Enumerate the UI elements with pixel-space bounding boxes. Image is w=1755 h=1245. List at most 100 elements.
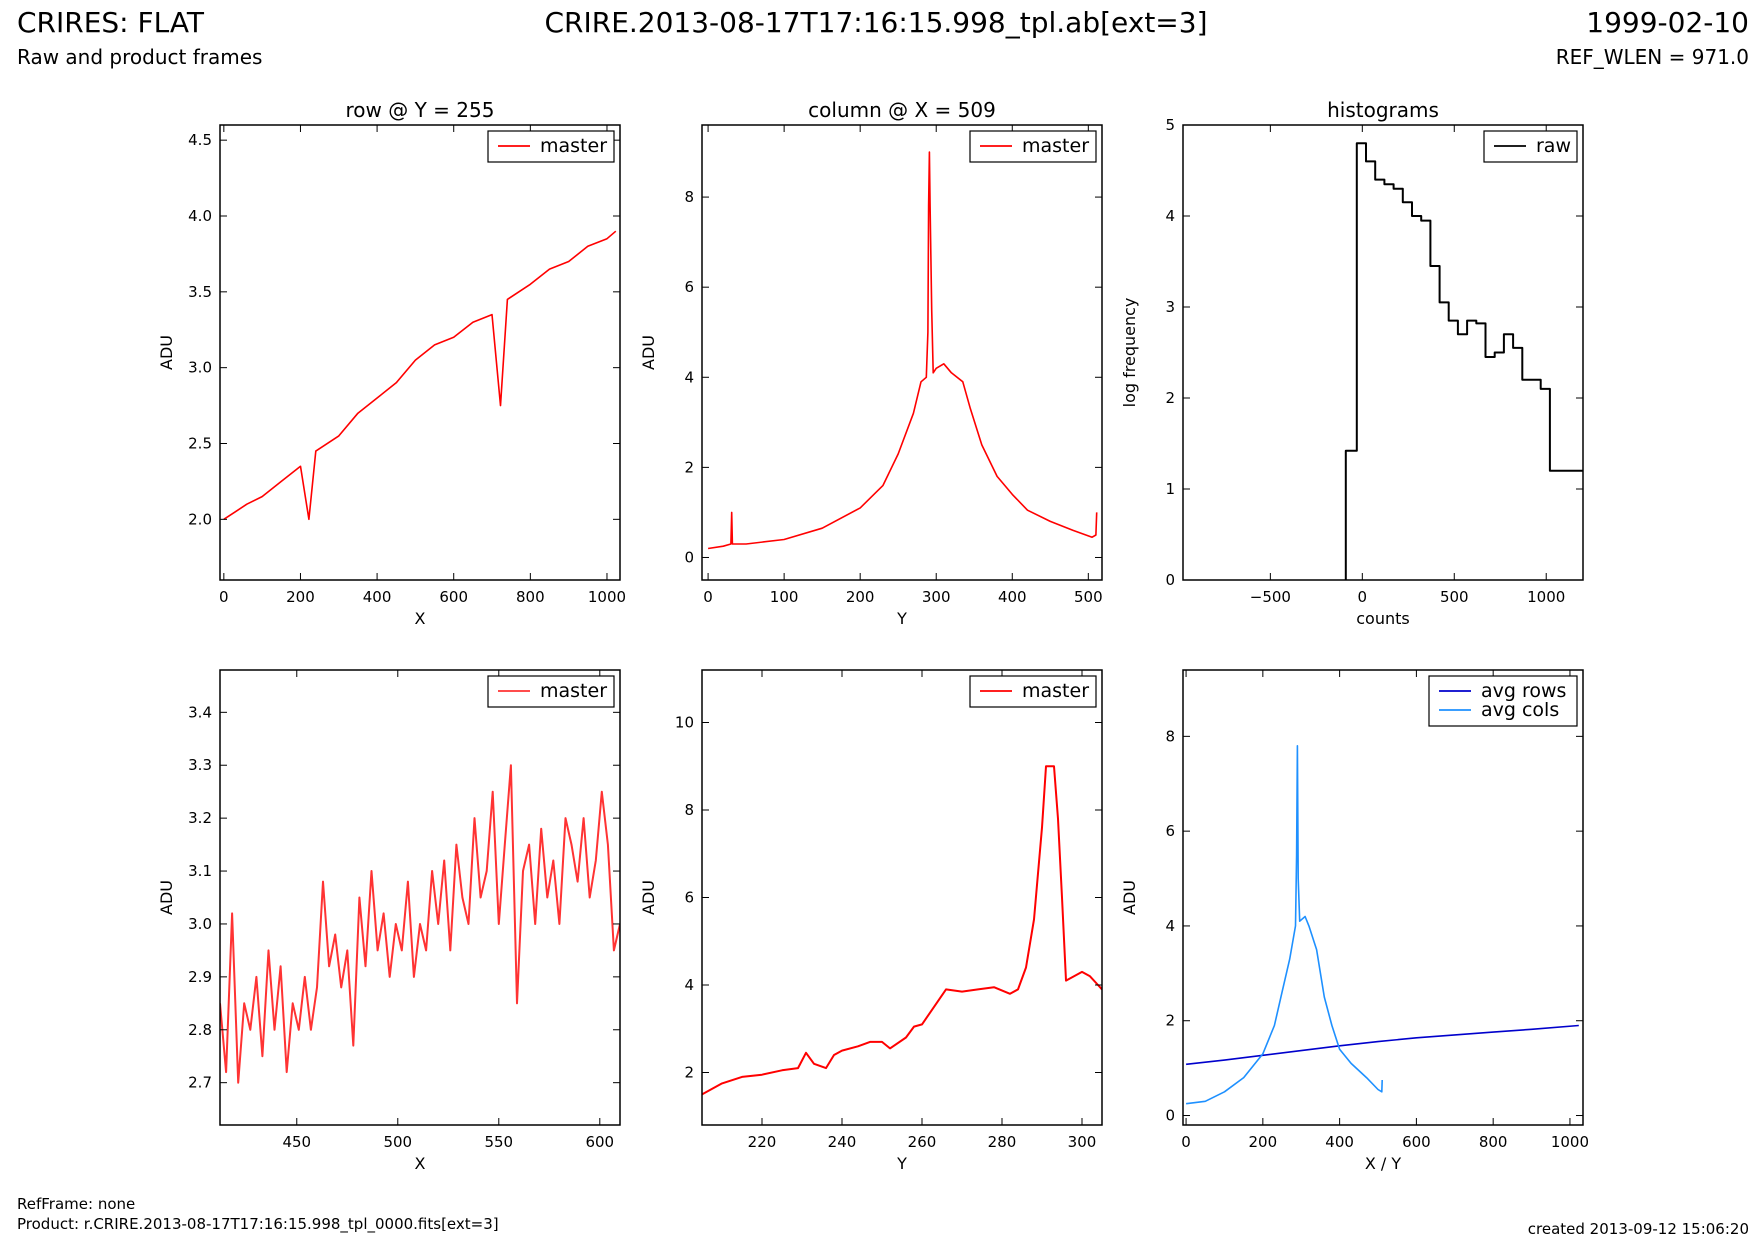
column-zoom-xtick-label: 240 — [828, 1133, 857, 1151]
column-plot-legend-label: master — [1022, 135, 1089, 157]
avg-plot-xtick-label: 0 — [1181, 1133, 1191, 1151]
column-plot-xtick-label: 0 — [703, 588, 713, 606]
avg-plot-ytick-label: 8 — [1165, 727, 1175, 745]
hist-plot-ytick-label: 0 — [1165, 571, 1175, 589]
column-plot-ytick-label: 6 — [684, 278, 694, 296]
row-plot-ytick-label: 3.5 — [188, 283, 212, 301]
row-zoom-legend-label: master — [540, 680, 607, 702]
avg-plot-ylabel: ADU — [1120, 880, 1139, 915]
column-plot-ytick-label: 0 — [684, 548, 694, 566]
column-plot-ytick-label: 4 — [684, 368, 694, 386]
hist-plot-legend: raw — [1483, 130, 1578, 163]
hist-plot-xtick-label: 500 — [1440, 588, 1469, 606]
row-plot-ytick-label: 4.0 — [188, 207, 212, 225]
date-label: 1999-02-10 — [1586, 6, 1749, 39]
avg-plot-xlabel: X / Y — [1365, 1154, 1402, 1173]
column-plot-xtick-label: 100 — [770, 588, 799, 606]
avg-plot-ytick-label: 6 — [1165, 822, 1175, 840]
row-plot-xtick-label: 600 — [439, 588, 468, 606]
row-plot-xlabel: X — [415, 609, 426, 628]
row-plot-ylabel: ADU — [157, 335, 176, 370]
row-plot-ytick-label: 3.0 — [188, 359, 212, 377]
row-zoom-ylabel: ADU — [157, 880, 176, 915]
row-zoom-ytick-label: 3.3 — [188, 756, 212, 774]
hist-plot-legend-label: raw — [1536, 135, 1571, 157]
footer-ref-frame: RefFrame: none — [17, 1195, 136, 1213]
row-zoom-frame — [219, 669, 621, 1126]
file-title: CRIRE.2013-08-17T17:16:15.998_tpl.ab[ext… — [544, 6, 1208, 39]
column-plot-xtick-label: 500 — [1074, 588, 1103, 606]
row-zoom-ytick-label: 2.7 — [188, 1074, 212, 1092]
column-zoom-ytick-label: 4 — [684, 976, 694, 994]
column-zoom-ytick-label: 6 — [684, 889, 694, 907]
column-zoom-xtick-label: 220 — [748, 1133, 777, 1151]
column-plot-frame — [701, 124, 1103, 581]
hist-plot-ylabel: log frequency — [1120, 298, 1139, 408]
column-zoom: 220 240 260 280 300 2 4 6 8 10 Y ADU master — [639, 669, 1103, 1173]
row-plot-ytick-label: 4.5 — [188, 131, 212, 149]
page-subtitle: Raw and product frames — [17, 45, 263, 69]
row-plot-xtick-label: 1000 — [588, 588, 626, 606]
avg-plot-xtick-label: 400 — [1325, 1133, 1354, 1151]
row-zoom-xlabel: X — [415, 1154, 426, 1173]
avg-plot-frame — [1182, 669, 1584, 1126]
row-plot-legend-label: master — [540, 135, 607, 157]
avg-plot-xtick-label: 200 — [1249, 1133, 1278, 1151]
avg-plot-xtick-label: 600 — [1402, 1133, 1431, 1151]
row-plot: 0 200 400 600 800 1000 2.0 2.5 3.0 3.5 4.0 4.5 row @… — [157, 98, 626, 628]
column-plot-xtick-label: 200 — [846, 588, 875, 606]
row-plot-xtick-label: 200 — [286, 588, 315, 606]
avg-plot-legend-label: avg rows — [1481, 680, 1566, 702]
footer-product: Product: r.CRIRE.2013-08-17T17:16:15.998… — [17, 1215, 499, 1233]
column-plot: 0 100 200 300 400 500 0 2 4 6 8 column @ X = 509 Y AD… — [639, 98, 1103, 628]
row-zoom-xtick-label: 600 — [585, 1133, 614, 1151]
column-zoom-xtick-label: 260 — [908, 1133, 937, 1151]
ref-wlen-label: REF_WLEN = 971.0 — [1555, 45, 1749, 69]
column-zoom-ytick-label: 10 — [675, 714, 694, 732]
avg-plot: 0 200 400 600 800 1000 0 2 4 6 8 X / Y ADU avg rowsav… — [1120, 669, 1589, 1173]
column-plot-ytick-label: 8 — [684, 188, 694, 206]
row-plot-ytick-label: 2.5 — [188, 435, 212, 453]
avg-plot-xtick-label: 800 — [1479, 1133, 1508, 1151]
column-plot-xtick-label: 300 — [922, 588, 951, 606]
hist-plot-ytick-label: 5 — [1165, 116, 1175, 134]
footer-created: created 2013-09-12 15:06:20 — [1527, 1220, 1749, 1238]
hist-plot-ytick-label: 1 — [1165, 480, 1175, 498]
avg-plot-xtick-label: 1000 — [1551, 1133, 1589, 1151]
avg-plot-legend-box — [1428, 675, 1578, 727]
column-plot-series-1 — [707, 151, 1098, 550]
row-zoom-series-1 — [220, 764, 620, 1084]
column-zoom-ylabel: ADU — [639, 880, 658, 915]
column-plot-xlabel: Y — [896, 609, 907, 628]
column-zoom-xtick-label: 280 — [988, 1133, 1017, 1151]
column-zoom-ytick-label: 2 — [684, 1064, 694, 1082]
hist-plot-frame — [1182, 124, 1584, 581]
row-zoom-xtick-label: 500 — [383, 1133, 412, 1151]
avg-plot-series-2 — [1186, 745, 1383, 1105]
page-title: CRIRES: FLAT — [17, 6, 204, 39]
row-plot-xtick-label: 0 — [219, 588, 229, 606]
row-plot-series-1 — [223, 230, 617, 521]
column-plot-ylabel: ADU — [639, 335, 658, 370]
hist-plot-xtick-label: 1000 — [1527, 588, 1565, 606]
column-zoom-ytick-label: 8 — [684, 801, 694, 819]
row-plot-title: row @ Y = 255 — [346, 98, 495, 122]
avg-plot-ytick-label: 2 — [1165, 1012, 1175, 1030]
row-zoom-ytick-label: 3.1 — [188, 862, 212, 880]
hist-plot-ytick-label: 3 — [1165, 298, 1175, 316]
row-plot-legend: master — [487, 130, 615, 163]
column-plot-ytick-label: 2 — [684, 458, 694, 476]
row-zoom-ytick-label: 3.4 — [188, 703, 212, 721]
avg-plot-series-1 — [1186, 1024, 1579, 1066]
row-zoom-xtick-label: 450 — [282, 1133, 311, 1151]
column-zoom-xlabel: Y — [896, 1154, 907, 1173]
column-zoom-xtick-label: 300 — [1068, 1133, 1097, 1151]
row-zoom-legend: master — [487, 675, 615, 708]
row-zoom-xtick-label: 550 — [484, 1133, 513, 1151]
column-zoom-legend-label: master — [1022, 680, 1089, 702]
column-plot-xtick-label: 400 — [998, 588, 1027, 606]
row-plot-frame — [219, 124, 621, 581]
row-plot-xtick-label: 400 — [363, 588, 392, 606]
